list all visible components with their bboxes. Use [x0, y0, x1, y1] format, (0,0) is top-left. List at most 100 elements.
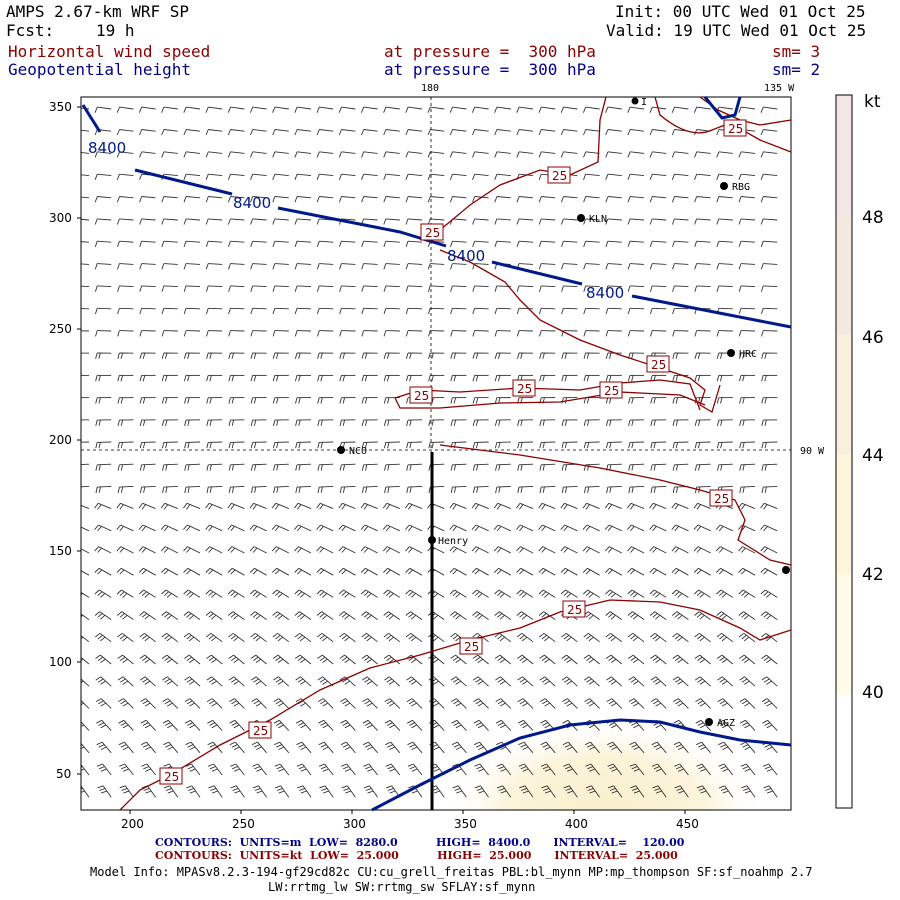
wind-barb-flag: [296, 763, 303, 767]
wind-barb-flag: [563, 763, 569, 767]
wind-barb-flag: [81, 614, 83, 618]
wind-barb: [123, 698, 134, 709]
wind-barb-flag: [627, 546, 632, 552]
wind-barb: [607, 307, 622, 310]
wind-barb-flag: [628, 698, 635, 702]
wind-barb-flag: [250, 352, 254, 359]
wind-barb-flag: [117, 654, 123, 659]
wind-barb: [99, 632, 112, 643]
wind-barb-flag: [231, 678, 237, 683]
wind-barb: [521, 632, 534, 643]
wind-barb-flag: [363, 785, 370, 789]
field1-level: at pressure = 300 hPa: [384, 42, 596, 61]
wind-barb-flag: [566, 702, 573, 707]
wind-barb-flag: [609, 442, 612, 449]
wind-barb-flag: [97, 526, 102, 532]
wind-barb: [652, 129, 667, 132]
wind-barb-flag: [627, 611, 633, 616]
wind-barb: [186, 196, 201, 199]
wind-barb-flag: [497, 722, 504, 726]
wind-barb-flag: [383, 218, 387, 225]
wind-barb-flag: [316, 308, 320, 315]
wind-barb: [144, 632, 156, 643]
wind-barb-flag: [272, 330, 276, 337]
wind-barb: [696, 263, 711, 265]
wind-barb: [585, 106, 600, 110]
wind-barb: [610, 611, 623, 620]
wind-barb: [320, 524, 334, 532]
wind-barb-flag: [383, 106, 387, 113]
wind-barb-flag: [117, 487, 120, 494]
wind-barb-flag: [253, 678, 259, 683]
wind-barb-flag: [453, 375, 457, 382]
wind-barb: [523, 741, 534, 754]
wind-barb-flag: [630, 634, 636, 640]
wind-barb: [81, 152, 90, 154]
wind-barb-flag: [405, 524, 410, 530]
wind-barb-flag: [161, 151, 165, 158]
wind-barb: [435, 785, 445, 798]
wind-barb: [232, 589, 245, 598]
wind-barb-flag: [538, 263, 542, 270]
speed-label-6: 25: [599, 381, 623, 399]
speed-label-12: 25: [159, 767, 183, 785]
wind-barb: [320, 546, 334, 554]
wind-barb-flag: [452, 656, 459, 661]
wind-barb: [97, 106, 112, 110]
wind-barb: [98, 567, 112, 576]
wind-barb-flag: [738, 285, 742, 292]
footer-row-speed: CONTOURS: UNITS=kt LOW= 25.000 HIGH= 25.…: [155, 849, 678, 862]
wind-barb-flag: [205, 589, 211, 595]
wind-barb-flag: [387, 766, 394, 770]
wind-barb-flag: [339, 375, 342, 382]
wind-barb-flag: [589, 768, 596, 772]
wind-barb-flag: [227, 106, 231, 113]
wind-barb-flag: [652, 656, 659, 661]
wind-barb-flag: [298, 766, 305, 770]
wind-barb-flag: [94, 218, 98, 225]
wind-barb-flag: [605, 106, 609, 113]
wind-barb-flag: [674, 785, 681, 789]
wind-barb: [518, 285, 534, 288]
wind-barb-flag: [383, 308, 387, 315]
wind-barb-flag: [339, 611, 345, 616]
wind-barb-flag: [521, 593, 527, 598]
wind-barb-flag: [560, 218, 564, 225]
wind-barb: [121, 611, 134, 620]
wind-barb-flag: [539, 330, 542, 337]
wind-barb-flag: [183, 375, 187, 382]
wind-barb: [142, 524, 156, 532]
wind-barb-flag: [498, 419, 501, 426]
wind-barb-flag: [564, 419, 568, 426]
wind-barb: [696, 173, 711, 177]
wind-barb-flag: [98, 375, 101, 382]
wind-barb-flag: [120, 375, 124, 382]
wind-barb-flag: [434, 790, 440, 794]
wind-barb-flag: [405, 196, 409, 203]
wind-barb-flag: [627, 151, 631, 158]
wind-barb-flag: [671, 589, 677, 595]
wind-barb-flag: [766, 636, 772, 642]
wind-barb-flag: [100, 636, 106, 642]
y-tick-label: 300: [49, 211, 72, 225]
svg-text:25: 25: [728, 122, 743, 136]
wind-barb-flag: [209, 464, 212, 471]
wind-barb-flag: [405, 503, 410, 509]
wind-barb-flag: [186, 634, 192, 640]
speed-label-11: 25: [248, 721, 272, 739]
wind-barb-flag: [249, 524, 255, 530]
wind-barb-flag: [675, 352, 679, 359]
wind-barb-flag: [186, 569, 191, 575]
wind-barb-flag: [365, 744, 371, 748]
wind-barb-flag: [696, 504, 701, 510]
wind-barb-flag: [411, 768, 418, 772]
wind-barb-flag: [166, 593, 172, 598]
wind-barb-flag: [339, 397, 342, 404]
wind-barb: [296, 218, 312, 221]
wind-barb: [319, 285, 334, 288]
wind-barb-flag: [764, 744, 771, 748]
wind-barb-flag: [276, 766, 283, 770]
wind-barb-flag: [341, 634, 348, 640]
wind-barb-flag: [715, 546, 721, 552]
wind-barb: [677, 654, 689, 665]
